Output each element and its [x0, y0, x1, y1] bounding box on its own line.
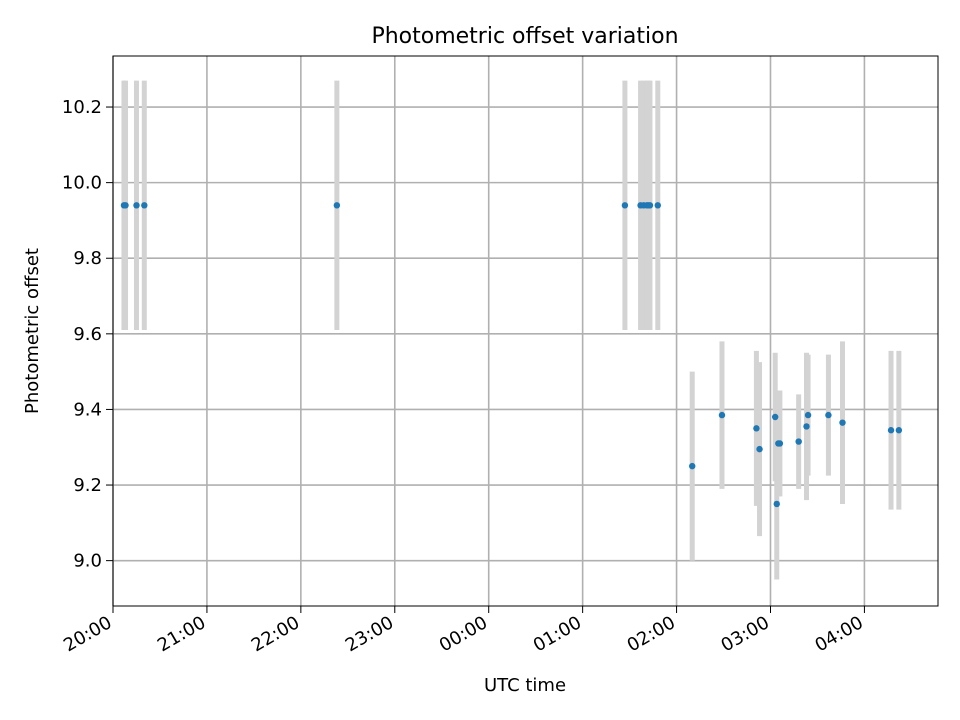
- data-point: [718, 411, 726, 419]
- data-point: [122, 202, 129, 209]
- data-point: [773, 500, 780, 508]
- data-point: [895, 427, 903, 434]
- plot-frame: [112, 55, 939, 607]
- y-tick-label: 10.0: [62, 173, 102, 194]
- y-tick-label: 10.2: [62, 97, 102, 118]
- y-tick-label: 9.6: [73, 324, 102, 345]
- data-point: [804, 411, 812, 419]
- data-point: [133, 202, 140, 209]
- data-point: [654, 202, 661, 209]
- data-point: [776, 440, 784, 447]
- data-point: [621, 202, 629, 209]
- y-tick-label: 9.8: [73, 248, 102, 269]
- data-point: [756, 445, 763, 453]
- x-axis-label: UTC time: [484, 675, 566, 696]
- data-point: [333, 202, 341, 209]
- data-point: [771, 413, 779, 421]
- y-tick-label: 9.4: [73, 399, 102, 420]
- data-point: [753, 425, 760, 432]
- data-point: [141, 202, 148, 209]
- data-point: [839, 419, 846, 426]
- data-point: [803, 423, 810, 430]
- data-points: [120, 202, 903, 508]
- data-point: [689, 462, 696, 470]
- y-axis-label: Photometric offset: [22, 248, 43, 414]
- data-point: [646, 202, 654, 209]
- data-point: [795, 438, 802, 445]
- y-tick-label: 9.2: [73, 475, 102, 496]
- y-axis-ticks: 9.0 9.2 9.4 9.6 9.8 10.0 10.2: [62, 97, 113, 572]
- data-point: [887, 427, 895, 434]
- chart-title: Photometric offset variation: [371, 24, 678, 49]
- y-tick-label: 9.0: [73, 551, 102, 572]
- data-point: [825, 411, 832, 419]
